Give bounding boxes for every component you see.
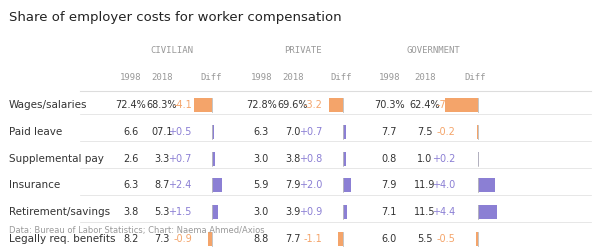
Text: Diff: Diff bbox=[331, 73, 352, 82]
Text: 8.2: 8.2 bbox=[123, 234, 138, 244]
Text: 6.0: 6.0 bbox=[382, 234, 397, 244]
Text: -0.2: -0.2 bbox=[437, 127, 456, 137]
Text: 2018: 2018 bbox=[414, 73, 436, 82]
Text: 5.9: 5.9 bbox=[254, 180, 269, 190]
Text: 1998: 1998 bbox=[120, 73, 142, 82]
Text: 72.8%: 72.8% bbox=[246, 100, 277, 110]
Text: 62.4%: 62.4% bbox=[410, 100, 440, 110]
Text: 7.3: 7.3 bbox=[154, 234, 170, 244]
Text: -0.5: -0.5 bbox=[437, 234, 456, 244]
Text: +0.8: +0.8 bbox=[299, 154, 323, 164]
Text: -1.1: -1.1 bbox=[304, 234, 323, 244]
Bar bbox=[329, 98, 343, 112]
Bar bbox=[212, 125, 214, 139]
Text: 3.0: 3.0 bbox=[254, 154, 269, 164]
Text: Data: Bureau of Labor Statistics; Chart: Naema Ahmed/Axios: Data: Bureau of Labor Statistics; Chart:… bbox=[9, 226, 265, 235]
Text: 5.3: 5.3 bbox=[154, 207, 170, 217]
Text: Legally req. benefits: Legally req. benefits bbox=[9, 234, 115, 244]
Text: 5.5: 5.5 bbox=[417, 234, 433, 244]
Bar bbox=[478, 205, 497, 219]
Bar bbox=[208, 232, 212, 246]
Bar bbox=[478, 178, 496, 192]
Bar bbox=[478, 152, 479, 166]
Text: 70.3%: 70.3% bbox=[374, 100, 404, 110]
Bar bbox=[212, 205, 218, 219]
Text: 07.1: 07.1 bbox=[151, 127, 173, 137]
Text: +0.7: +0.7 bbox=[299, 127, 323, 137]
Text: 7.5: 7.5 bbox=[417, 127, 433, 137]
Text: +2.4: +2.4 bbox=[169, 180, 192, 190]
Text: -7.9: -7.9 bbox=[437, 100, 456, 110]
Bar bbox=[338, 232, 343, 246]
Text: 6.6: 6.6 bbox=[123, 127, 138, 137]
Text: 6.3: 6.3 bbox=[254, 127, 269, 137]
Text: 2018: 2018 bbox=[282, 73, 304, 82]
Text: 7.9: 7.9 bbox=[382, 180, 397, 190]
Text: Wages/salaries: Wages/salaries bbox=[9, 100, 87, 110]
Bar bbox=[343, 205, 347, 219]
Text: Diff: Diff bbox=[464, 73, 485, 82]
Text: 3.3: 3.3 bbox=[154, 154, 170, 164]
Text: 68.3%: 68.3% bbox=[147, 100, 178, 110]
Text: 11.5: 11.5 bbox=[414, 207, 436, 217]
Text: Diff: Diff bbox=[200, 73, 221, 82]
Text: 1998: 1998 bbox=[251, 73, 272, 82]
Text: Share of employer costs for worker compensation: Share of employer costs for worker compe… bbox=[9, 11, 341, 24]
Text: 11.9: 11.9 bbox=[414, 180, 436, 190]
Text: +2.0: +2.0 bbox=[299, 180, 323, 190]
Text: 6.3: 6.3 bbox=[123, 180, 138, 190]
Text: 3.8: 3.8 bbox=[123, 207, 138, 217]
Bar bbox=[343, 125, 346, 139]
Text: Paid leave: Paid leave bbox=[9, 127, 62, 137]
Text: CIVILIAN: CIVILIAN bbox=[151, 46, 194, 55]
Text: -0.9: -0.9 bbox=[173, 234, 192, 244]
Text: 1998: 1998 bbox=[379, 73, 400, 82]
Text: 7.0: 7.0 bbox=[285, 127, 301, 137]
Text: 69.6%: 69.6% bbox=[278, 100, 308, 110]
Text: 3.8: 3.8 bbox=[285, 154, 301, 164]
Text: GOVERNMENT: GOVERNMENT bbox=[407, 46, 461, 55]
Text: 0.8: 0.8 bbox=[382, 154, 397, 164]
Text: +0.2: +0.2 bbox=[433, 154, 456, 164]
Text: Supplemental pay: Supplemental pay bbox=[9, 154, 104, 164]
Text: +0.7: +0.7 bbox=[169, 154, 192, 164]
Text: 2018: 2018 bbox=[151, 73, 173, 82]
Text: 7.7: 7.7 bbox=[382, 127, 397, 137]
Text: 8.7: 8.7 bbox=[154, 180, 170, 190]
Text: 8.8: 8.8 bbox=[254, 234, 269, 244]
Text: -3.2: -3.2 bbox=[304, 100, 323, 110]
Text: +1.5: +1.5 bbox=[169, 207, 192, 217]
Text: 72.4%: 72.4% bbox=[115, 100, 146, 110]
Bar bbox=[343, 178, 352, 192]
Bar bbox=[212, 178, 222, 192]
Text: 7.9: 7.9 bbox=[285, 180, 301, 190]
Text: +4.0: +4.0 bbox=[433, 180, 456, 190]
Text: +0.9: +0.9 bbox=[299, 207, 323, 217]
Text: Insurance: Insurance bbox=[9, 180, 60, 190]
Bar bbox=[476, 232, 478, 246]
Bar bbox=[343, 152, 346, 166]
Bar bbox=[194, 98, 212, 112]
Text: 1.0: 1.0 bbox=[417, 154, 433, 164]
Text: 2.6: 2.6 bbox=[123, 154, 138, 164]
Text: 7.1: 7.1 bbox=[382, 207, 397, 217]
Text: 3.9: 3.9 bbox=[285, 207, 301, 217]
Bar bbox=[212, 152, 215, 166]
Text: Retirement/savings: Retirement/savings bbox=[9, 207, 110, 217]
Text: 3.0: 3.0 bbox=[254, 207, 269, 217]
Bar bbox=[445, 98, 478, 112]
Text: -4.1: -4.1 bbox=[173, 100, 192, 110]
Text: PRIVATE: PRIVATE bbox=[284, 46, 322, 55]
Text: 7.7: 7.7 bbox=[285, 234, 301, 244]
Text: +4.4: +4.4 bbox=[433, 207, 456, 217]
Text: +0.5: +0.5 bbox=[169, 127, 192, 137]
